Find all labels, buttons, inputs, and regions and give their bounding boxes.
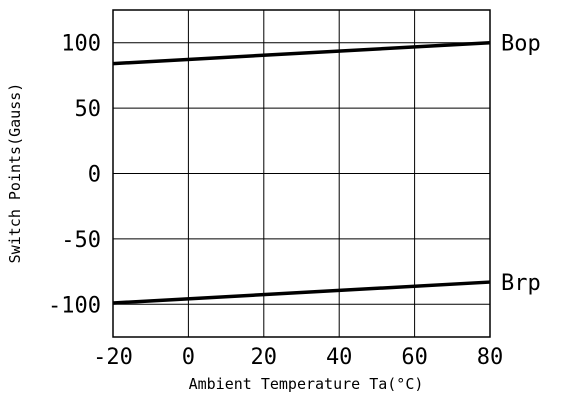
y-tick-label: 50 — [75, 97, 102, 122]
x-tick-labels: -20 0 20 40 60 80 — [93, 345, 503, 370]
series-label-bop: Bop — [501, 32, 541, 57]
plot-frame — [112, 9, 491, 338]
y-axis-title: Switch Points(Gauss) — [6, 83, 24, 264]
series-lines — [112, 40, 491, 305]
x-tick-label: 0 — [182, 345, 195, 370]
y-tick-label: -50 — [61, 228, 101, 253]
x-tick-label: 40 — [326, 345, 353, 370]
x-tick-label: 60 — [401, 345, 428, 370]
x-tick-label: 20 — [251, 345, 278, 370]
series-line-bop — [112, 40, 491, 66]
series-label-brp: Brp — [501, 271, 541, 296]
y-tick-label: -100 — [48, 293, 101, 318]
x-tick-label: -20 — [93, 345, 133, 370]
series-labels: Bop Brp — [501, 32, 541, 296]
y-tick-label: 0 — [88, 163, 101, 188]
y-tick-labels: 100 50 0 -50 -100 — [48, 32, 101, 319]
y-tick-label: 100 — [61, 32, 101, 57]
series-line-brp — [112, 280, 491, 305]
x-tick-label: 80 — [477, 345, 504, 370]
x-axis-title: Ambient Temperature Ta(°C) — [189, 375, 424, 393]
